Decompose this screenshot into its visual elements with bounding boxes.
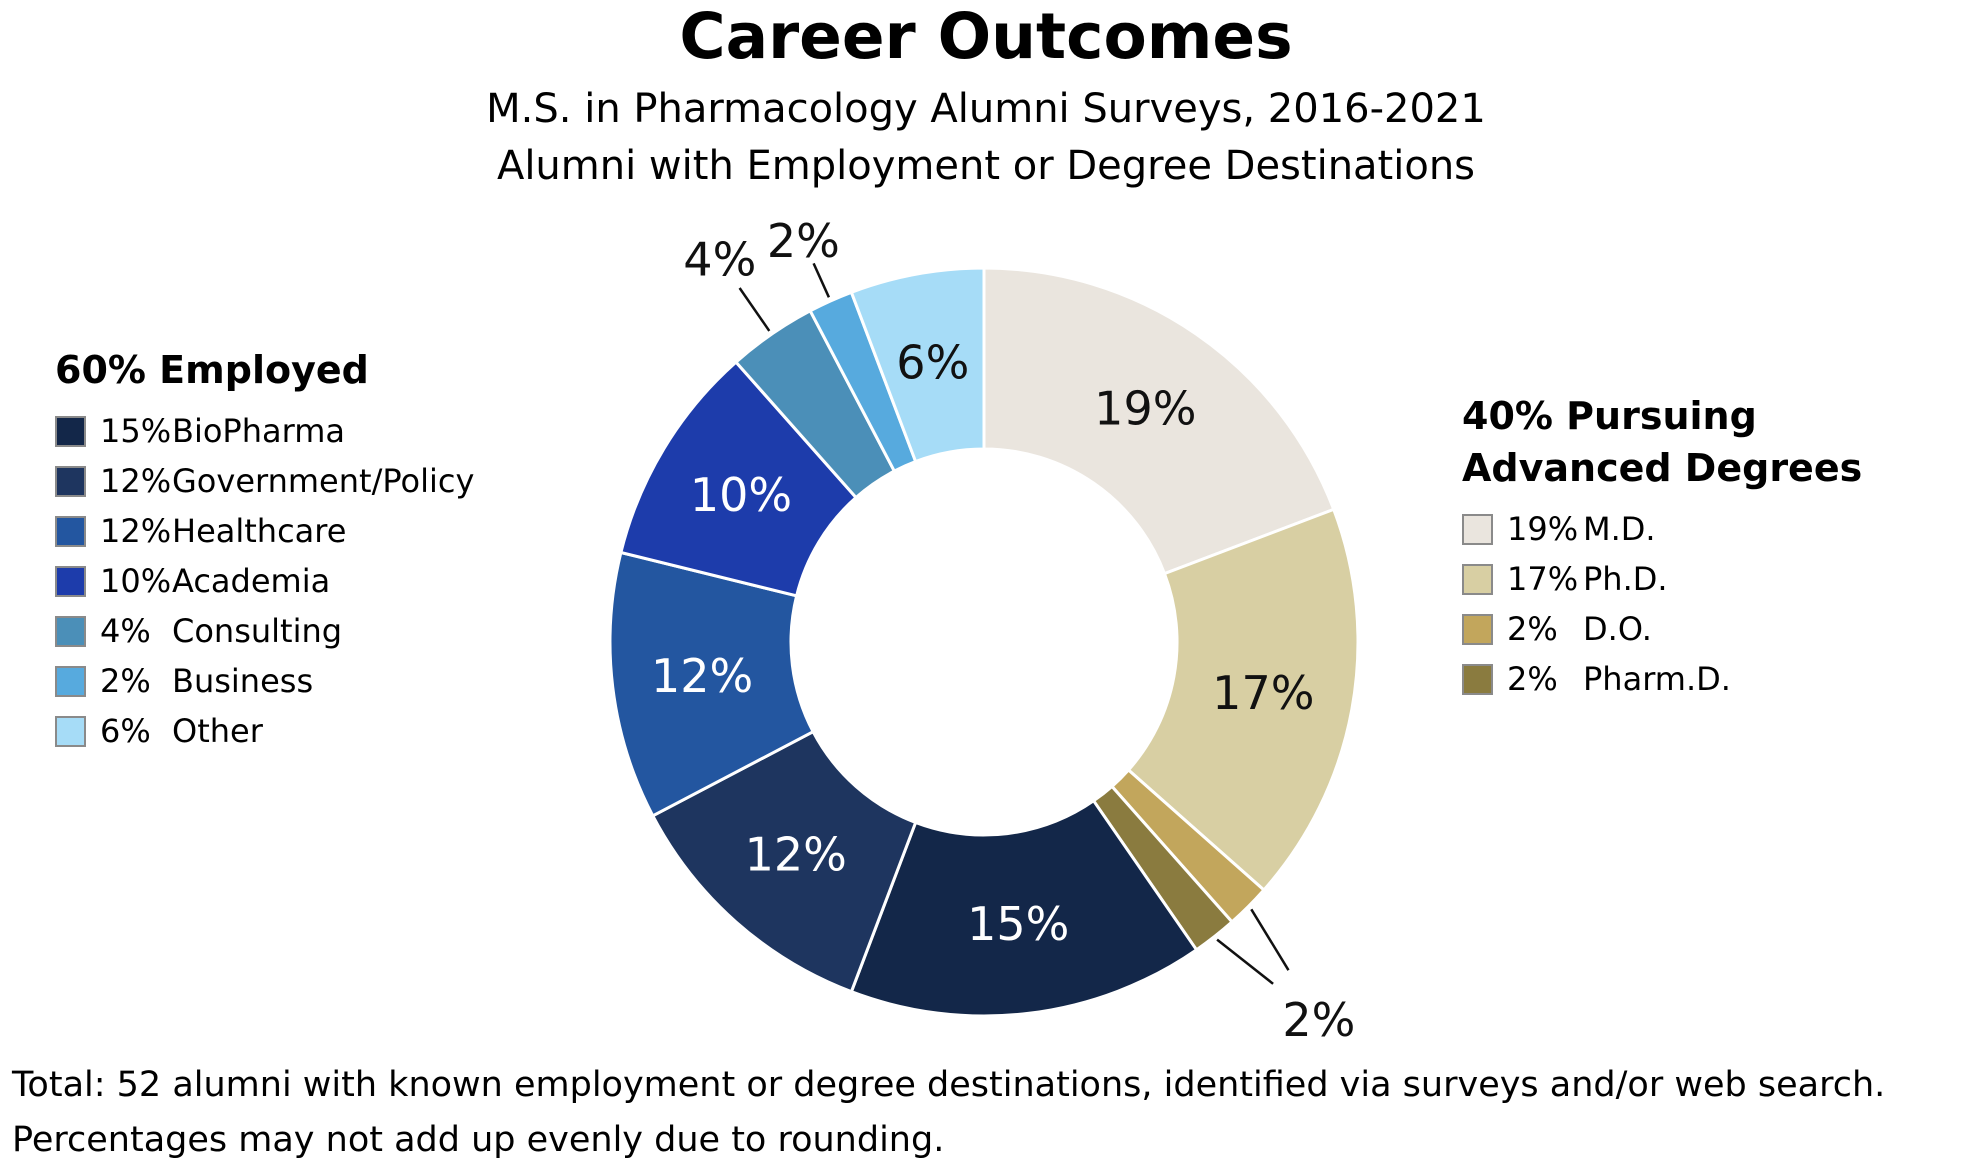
legend-item-label: Consulting	[172, 612, 343, 650]
legend-item-label: Academia	[172, 562, 331, 600]
callout-line-d-o	[1250, 908, 1290, 971]
legend-item-label: Business	[172, 662, 314, 700]
legend-swatch-ph-d	[1462, 563, 1493, 595]
legend-degrees-header-line2: Advanced Degrees	[1462, 446, 1863, 490]
legend-item-consulting: 4% Consulting	[55, 606, 474, 656]
legend-item-label: M.D.	[1583, 510, 1656, 548]
callout-label-consulting: 4%	[683, 232, 756, 286]
legend-item-biopharma: 15% BioPharma	[55, 406, 474, 456]
legend-item-percent: 12%	[100, 462, 172, 500]
legend-item-label: D.O.	[1583, 610, 1652, 648]
slice-biopharma	[849, 799, 1198, 1018]
legend-item-label: Healthcare	[172, 512, 347, 550]
slice-m-d	[982, 266, 1336, 576]
legend-swatch-government-policy	[55, 465, 86, 497]
caption-line1: Total: 52 alumni with known employment o…	[12, 1065, 1886, 1105]
callout-line-pharm-d	[1216, 938, 1274, 985]
chart-subtitle-line2: Alumni with Employment or Degree Destina…	[496, 143, 1476, 189]
legend-item-label: Government/Policy	[172, 462, 475, 500]
legend-item-percent: 6%	[100, 712, 151, 750]
callout-label-do-pharmd: 2%	[1282, 993, 1355, 1047]
caption: Total: 52 alumni with known employment o…	[12, 1058, 1885, 1168]
slice-ph-d	[1127, 507, 1360, 892]
legend-swatch-pharm-d	[1462, 663, 1493, 695]
legend-degrees-header: 40% Pursuing Advanced Degrees	[1462, 390, 1862, 494]
legend-degrees: 40% Pursuing Advanced Degrees 19% M.D. 17%…	[1462, 390, 1862, 704]
slice-label-other: 6%	[896, 336, 969, 390]
legend-item-percent: 2%	[1507, 660, 1558, 698]
legend-item-label: Other	[172, 712, 263, 750]
legend-item-government-policy: 12% Government/Policy	[55, 456, 474, 506]
slice-label-healthcare: 12%	[651, 649, 753, 703]
legend-item-label: Pharm.D.	[1583, 660, 1731, 698]
legend-item-percent: 4%	[100, 612, 151, 650]
legend-item-m-d: 19% M.D.	[1462, 504, 1862, 554]
slice-other	[849, 266, 986, 463]
legend-item-percent: 2%	[100, 662, 151, 700]
legend-item-percent: 12%	[100, 512, 172, 550]
legend-degrees-header-line1: 40% Pursuing	[1462, 394, 1757, 438]
legend-swatch-consulting	[55, 615, 86, 647]
slice-label-ph-d: 17%	[1212, 666, 1314, 720]
legend-item-percent: 10%	[100, 562, 172, 600]
legend-item-percent: 15%	[100, 412, 172, 450]
legend-item-healthcare: 12% Healthcare	[55, 506, 474, 556]
slice-label-government-policy: 12%	[745, 828, 847, 882]
legend-item-label: BioPharma	[172, 412, 345, 450]
legend-swatch-d-o	[1462, 613, 1493, 645]
callout-line-consulting	[738, 287, 771, 332]
legend-swatch-academia	[55, 565, 86, 597]
slice-label-biopharma: 15%	[967, 897, 1069, 951]
legend-employed-header: 60% Employed	[55, 348, 369, 392]
slice-label-academia: 10%	[690, 468, 792, 522]
callout-line-business	[812, 262, 831, 298]
callout-label-business: 2%	[767, 214, 840, 268]
legend-item-other: 6% Other	[55, 706, 474, 756]
legend-item-d-o: 2% D.O.	[1462, 604, 1862, 654]
legend-swatch-other	[55, 715, 86, 747]
legend-item-academia: 10% Academia	[55, 556, 474, 606]
legend-item-business: 2% Business	[55, 656, 474, 706]
legend-degrees-items: 19% M.D. 17% Ph.D. 2% D.O. 2% Pharm.D.	[1462, 504, 1862, 704]
legend-employed: 60% Employed 15% BioPharma 12% Government/P…	[55, 344, 474, 756]
slice-label-m-d: 19%	[1094, 381, 1196, 435]
legend-item-label: Ph.D.	[1583, 560, 1668, 598]
chart-title: Career Outcomes	[679, 0, 1293, 73]
legend-item-percent: 19%	[1507, 510, 1579, 548]
legend-employed-items: 15% BioPharma 12% Government/Policy 12% Healt…	[55, 406, 474, 756]
legend-swatch-healthcare	[55, 515, 86, 547]
legend-swatch-biopharma	[55, 415, 86, 447]
legend-item-percent: 2%	[1507, 610, 1558, 648]
legend-item-percent: 17%	[1507, 560, 1579, 598]
legend-swatch-m-d	[1462, 513, 1493, 545]
legend-item-pharm-d: 2% Pharm.D.	[1462, 654, 1862, 704]
caption-line2: Percentages may not add up evenly due to…	[12, 1120, 945, 1160]
legend-swatch-business	[55, 665, 86, 697]
legend-item-ph-d: 17% Ph.D.	[1462, 554, 1862, 604]
chart-subtitle-line1: M.S. in Pharmacology Alumni Surveys, 201…	[486, 86, 1486, 132]
